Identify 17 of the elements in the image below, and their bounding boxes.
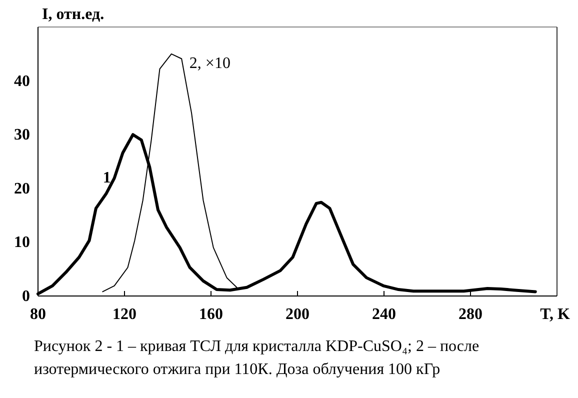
- x-tick-label: 160: [199, 306, 223, 323]
- y-tick-label: 0: [22, 288, 30, 305]
- x-tick-label: 80: [30, 306, 46, 323]
- x-tick-label: 280: [458, 306, 482, 323]
- x-tick-label: 200: [286, 306, 310, 323]
- x-axis-title: T, K: [540, 306, 571, 323]
- text: изотермического отжига при 110К. Доза облучения 100 кГр: [34, 361, 440, 378]
- y-tick-label: 40: [14, 72, 30, 90]
- series-label: 2, ×10: [189, 54, 230, 72]
- y-tick-label: 10: [14, 234, 30, 252]
- text: Рисунок 2 - 1 – кривая ТСЛ для кристалла KDP-CuSO₄; 2 – после: [34, 338, 480, 355]
- series-label: 1: [102, 170, 111, 187]
- y-tick-label: 20: [14, 180, 30, 198]
- x-tick-label: 240: [372, 306, 396, 323]
- x-tick-label: 120: [112, 306, 136, 323]
- y-tick-label: 30: [14, 126, 30, 144]
- y-axis-title: I, отн.ед.: [42, 6, 104, 23]
